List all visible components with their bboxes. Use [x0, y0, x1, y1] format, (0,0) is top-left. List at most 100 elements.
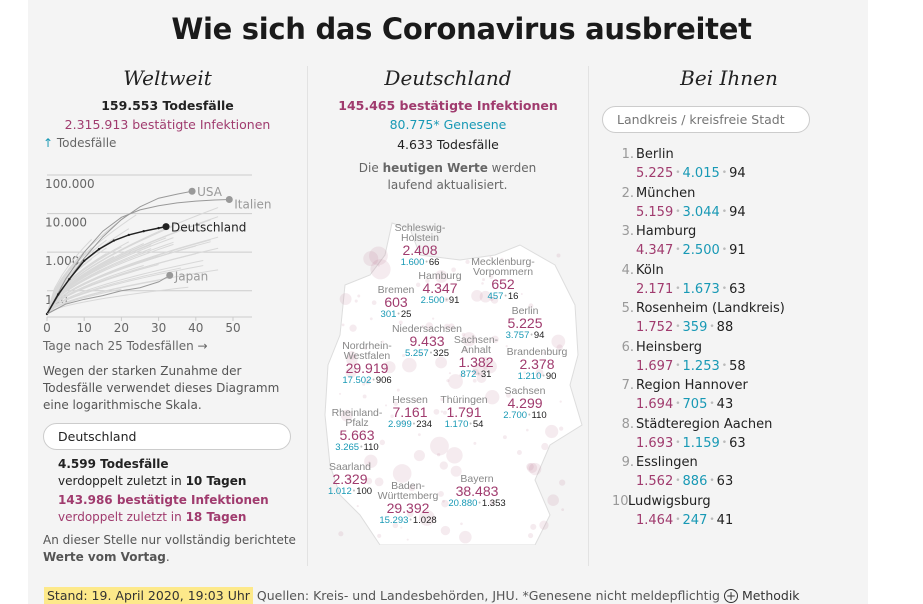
series-label[interactable]: Japan	[174, 269, 208, 283]
separator-dot: •	[429, 350, 433, 357]
district-bubble	[414, 261, 418, 265]
state-name: Sachsen-Anhalt	[453, 334, 499, 356]
series-label[interactable]: Deutschland	[171, 221, 246, 235]
separator-dot: •	[675, 245, 681, 255]
district-search-input[interactable]	[602, 106, 810, 133]
state-recovered: 2.500	[420, 295, 445, 307]
district-row[interactable]: 4. Köln 2.171 • 1.673 • 63	[620, 261, 746, 299]
district-row[interactable]: 3. Hamburg 4.347 • 2.500 • 91	[620, 222, 746, 260]
state-recovered: 17.502	[342, 375, 372, 387]
district-row[interactable]: 1. Berlin 5.225 • 4.015 • 94	[620, 145, 746, 183]
data-point	[142, 229, 145, 233]
district-bubble	[419, 353, 423, 357]
data-point	[83, 259, 86, 262]
other-country-line	[46, 260, 204, 315]
district-bubble	[446, 447, 463, 464]
separator-dot: •	[397, 311, 400, 318]
district-name: Berlin	[636, 147, 674, 162]
district-bubble	[556, 344, 563, 351]
separator-dot: •	[721, 360, 728, 371]
separator-dot: •	[445, 297, 448, 304]
state-deaths: 25	[400, 309, 412, 321]
district-bubble	[365, 477, 373, 485]
separator-dot: •	[721, 437, 728, 448]
district-bubble	[347, 477, 353, 482]
state-deaths: 100	[356, 486, 373, 498]
data-point	[127, 233, 131, 237]
state-recovered: 20.880	[448, 498, 478, 510]
series-label[interactable]: USA	[197, 185, 223, 199]
state-infections: 4.347	[422, 280, 458, 296]
district-recovered: 247	[682, 512, 708, 528]
district-bubble	[343, 341, 346, 345]
district-bubble	[541, 442, 549, 451]
district-row[interactable]: 8. Städteregion Aachen 1.693 • 1.159 • 63	[620, 415, 773, 453]
district-bubble	[439, 461, 448, 470]
district-bubble	[505, 345, 508, 348]
note-text: An dieser Stelle nur vollständig bericht…	[43, 533, 296, 547]
state-recovered: 3.757	[505, 330, 530, 342]
state-name: Berlin	[511, 305, 539, 317]
x-tick-label: 10	[77, 321, 92, 335]
series-label[interactable]: Italien	[234, 197, 271, 211]
district-bubble	[393, 401, 399, 406]
district-bubble	[500, 257, 504, 261]
separator-dot: •	[675, 360, 681, 371]
state-label: Saarland 2.329 1.012•100	[328, 462, 372, 497]
district-infections: 1.697	[636, 358, 674, 374]
district-bubble	[520, 292, 523, 295]
state-sub: 3.265•110	[324, 442, 390, 453]
state-deaths: 66	[428, 257, 440, 269]
germany-recovered: 80.775* Genesene	[389, 117, 507, 132]
state-infections: 1.791	[446, 404, 482, 420]
district-bubble	[339, 392, 342, 395]
series-endpoint	[162, 223, 170, 231]
district-row[interactable]: 9. Esslingen 1.562 • 886 • 63	[620, 453, 734, 491]
data-point	[112, 239, 116, 242]
district-bubble	[392, 504, 398, 510]
rank-number: 8.	[621, 416, 634, 432]
y-axis-label-text: Todesfälle	[56, 136, 117, 150]
district-bubble	[408, 484, 416, 492]
district-row[interactable]: 10.Ludwigsburg 1.464 • 247 • 41	[612, 492, 733, 530]
district-row[interactable]: 6. Heinsberg 1.697 • 1.253 • 58	[620, 338, 746, 376]
state-sub: 1.210•90	[507, 371, 568, 382]
other-country-line	[46, 239, 93, 315]
district-bubble	[448, 374, 463, 389]
x-tick-label: 0	[43, 321, 51, 335]
district-row[interactable]: 5. Rosenheim (Landkreis) 1.752 • 359 • 88	[620, 299, 785, 337]
district-row[interactable]: 2. München 5.159 • 3.044 • 94	[620, 184, 746, 222]
state-recovered: 301	[380, 309, 397, 321]
separator-dot: •	[360, 444, 363, 451]
separator-dot: •	[675, 514, 681, 525]
page-title: Wie sich das Coronavirus ausbreitet	[171, 12, 752, 46]
other-country-line	[46, 241, 174, 315]
x-tick-label: 30	[151, 321, 166, 335]
state-recovered: 1.210	[517, 371, 542, 383]
district-recovered: 2.500	[682, 243, 720, 258]
separator-dot: •	[372, 377, 375, 384]
district-row[interactable]: 7. Region Hannover 1.694 • 705 • 43	[620, 376, 748, 414]
district-infections: 1.752	[636, 320, 674, 335]
state-infections: 29.919	[345, 360, 389, 376]
state-label: Berlin 5.225 3.757•94	[506, 306, 545, 341]
district-bubble	[377, 533, 382, 538]
state-label: Sachsen-Anhalt 1.382 872•31	[443, 335, 509, 380]
state-recovered: 2.999	[387, 419, 412, 431]
other-country-line	[46, 243, 174, 315]
country-infections: 143.986 bestätigte Infektionen	[58, 493, 269, 507]
doubling-label: verdoppelt zuletzt in	[58, 474, 182, 488]
state-label: Hamburg 4.347 2.500•91	[418, 271, 461, 306]
state-recovered: 3.265	[335, 442, 360, 454]
district-bubble	[471, 290, 483, 302]
district-bubble	[340, 409, 353, 422]
methodology-link[interactable]: + Methodik	[723, 588, 800, 603]
state-sub: 3.757•94	[506, 330, 545, 341]
district-bubble	[489, 296, 494, 302]
country-select[interactable]: Deutschland	[43, 423, 291, 450]
state-infections: 1.382	[458, 354, 494, 370]
y-axis-label: ↑ Todesfälle	[43, 136, 116, 150]
district-bubble	[415, 282, 421, 288]
district-bubble	[479, 290, 492, 303]
separator-dot: •	[530, 332, 533, 339]
